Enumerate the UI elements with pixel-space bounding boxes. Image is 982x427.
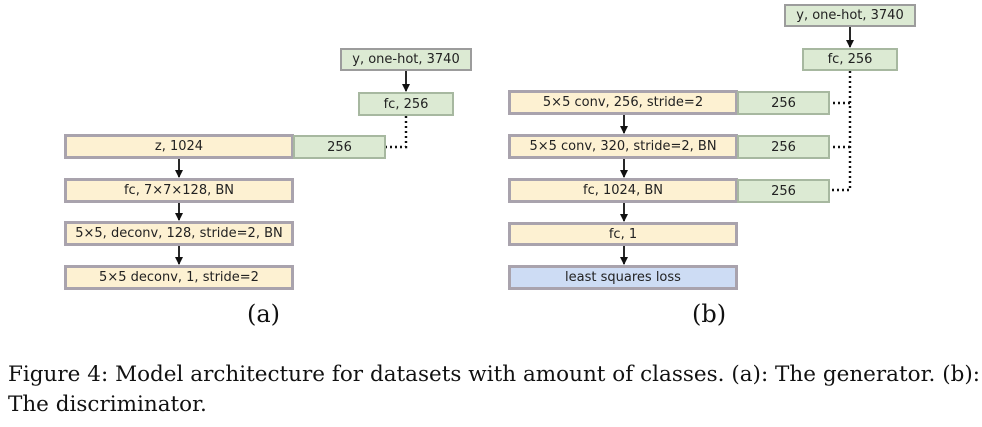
b-256-box-1: 256 xyxy=(737,91,830,115)
figure-caption: Figure 4: Model architecture for dataset… xyxy=(8,362,980,417)
a-256-box: 256 xyxy=(293,135,386,159)
b-conv1-box: 5×5 conv, 256, stride=2 xyxy=(508,90,738,115)
a-z-1024-box: z, 1024 xyxy=(64,134,294,159)
b-sublabel: (b) xyxy=(692,300,727,328)
a-sublabel: (a) xyxy=(247,300,281,328)
a-y-onehot-box: y, one-hot, 3740 xyxy=(340,48,472,71)
b-256-box-3: 256 xyxy=(737,179,830,203)
architecture-diagram: y, one-hot, 3740 fc, 256 z, 1024 256 fc,… xyxy=(64,4,916,328)
a-fc-7x7x128-box: fc, 7×7×128, BN xyxy=(64,178,294,203)
b-fc-256-box: fc, 256 xyxy=(802,48,898,71)
a-deconv2-box: 5×5 deconv, 1, stride=2 xyxy=(64,265,294,290)
dotted-link-a xyxy=(386,116,408,149)
b-y-onehot-box: y, one-hot, 3740 xyxy=(784,4,916,27)
b-fc-1-box: fc, 1 xyxy=(508,222,738,246)
a-deconv1-box: 5×5, deconv, 128, stride=2, BN xyxy=(64,221,294,246)
a-fc-256-box: fc, 256 xyxy=(358,92,454,116)
dotted-link-b xyxy=(830,71,852,192)
connectors xyxy=(175,27,854,265)
b-fc-1024-box: fc, 1024, BN xyxy=(508,178,738,203)
b-conv2-box: 5×5 conv, 320, stride=2, BN xyxy=(508,134,738,159)
b-loss-box: least squares loss xyxy=(508,265,738,290)
b-256-box-2: 256 xyxy=(737,135,830,159)
